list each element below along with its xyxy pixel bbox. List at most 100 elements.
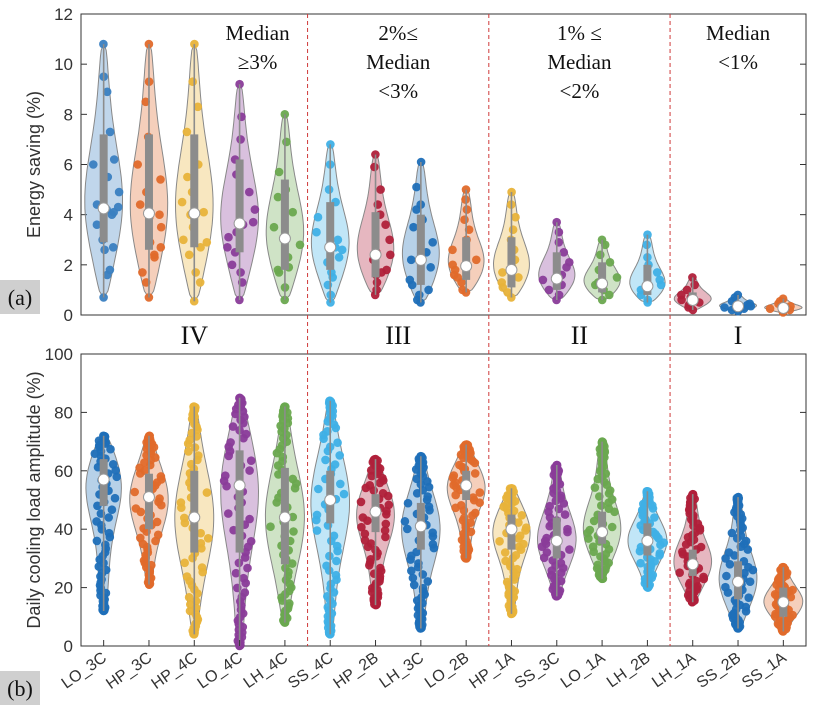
iqr-box xyxy=(371,212,380,278)
data-point xyxy=(376,563,385,573)
data-point xyxy=(324,185,334,194)
median-marker xyxy=(505,523,518,536)
data-point xyxy=(228,422,238,431)
data-point xyxy=(325,396,335,406)
violin-b-hp-3c xyxy=(129,431,169,589)
data-point xyxy=(179,235,188,245)
panel-label-background xyxy=(0,280,40,314)
data-point xyxy=(107,505,117,514)
violin-a-lh-3c xyxy=(401,157,440,307)
data-point xyxy=(554,238,564,247)
data-point xyxy=(199,207,208,217)
data-point xyxy=(333,235,343,245)
data-point xyxy=(176,498,186,507)
iqr-box xyxy=(598,262,607,293)
data-point xyxy=(183,172,192,182)
data-point xyxy=(187,459,196,469)
median-marker xyxy=(233,479,246,492)
data-point xyxy=(135,200,145,209)
data-point xyxy=(250,205,260,214)
median-marker xyxy=(233,217,246,230)
data-point xyxy=(456,501,466,510)
data-point xyxy=(727,528,737,538)
y-axis-label: Daily cooling load amplitude (%) xyxy=(24,371,44,628)
data-point xyxy=(152,517,162,527)
data-point xyxy=(424,285,433,295)
y-axis-label: Energy saving (%) xyxy=(24,91,44,238)
group-label-iii: III xyxy=(385,321,411,350)
y-tick-label: 8 xyxy=(64,105,73,124)
data-point xyxy=(184,250,194,260)
data-point xyxy=(336,479,345,489)
y-tick-label: 0 xyxy=(64,637,73,656)
data-point xyxy=(508,225,518,234)
data-point xyxy=(589,516,599,526)
data-point xyxy=(243,563,252,573)
data-point xyxy=(512,564,522,574)
median-marker xyxy=(142,491,155,504)
data-point xyxy=(224,232,233,242)
data-point xyxy=(241,429,251,439)
iqr-box xyxy=(280,179,289,270)
violin-b-ss-3c xyxy=(537,460,577,601)
data-point xyxy=(495,537,504,546)
group-annotation-2: <3% xyxy=(378,79,418,103)
median-marker xyxy=(505,263,518,276)
panel-label-a: (a) xyxy=(0,280,40,314)
data-point xyxy=(231,568,241,578)
y-tick-label: 0 xyxy=(64,306,73,325)
data-point xyxy=(197,563,207,572)
data-point xyxy=(322,561,331,571)
data-point xyxy=(202,238,212,247)
data-point xyxy=(180,513,189,523)
data-point xyxy=(153,530,163,540)
x-tick-label-lo-2b: LO_2B xyxy=(422,649,473,691)
data-point xyxy=(544,285,554,295)
median-marker xyxy=(777,301,790,314)
data-point xyxy=(156,222,166,232)
panel-label-text: (a) xyxy=(8,285,32,310)
data-point xyxy=(428,540,438,549)
data-point xyxy=(102,270,112,280)
data-point xyxy=(656,280,666,290)
data-point xyxy=(288,207,298,217)
group-annotation-1: ≥3% xyxy=(238,50,278,74)
data-point xyxy=(195,278,205,287)
median-marker xyxy=(732,575,745,588)
data-point xyxy=(560,510,570,519)
data-point xyxy=(406,255,416,265)
median-marker xyxy=(188,511,201,524)
median-marker xyxy=(324,494,337,506)
group-annotation-3: Median xyxy=(547,50,612,74)
data-point xyxy=(180,558,189,568)
data-point xyxy=(193,102,203,112)
data-point xyxy=(235,79,244,89)
violin-a-lo-3c xyxy=(84,39,124,302)
median-marker xyxy=(369,505,382,518)
data-point xyxy=(690,280,699,290)
median-marker xyxy=(414,253,427,266)
data-point xyxy=(150,252,159,262)
data-point xyxy=(423,577,433,586)
data-point xyxy=(471,508,480,518)
data-point xyxy=(423,492,433,501)
data-point xyxy=(104,513,113,522)
iqr-box xyxy=(552,252,561,290)
data-point xyxy=(114,187,124,197)
violin-a-ss-1a xyxy=(764,294,803,317)
data-point xyxy=(136,533,145,543)
data-point xyxy=(331,570,341,580)
iqr-box xyxy=(144,134,153,250)
data-point xyxy=(266,522,275,531)
data-point xyxy=(745,577,755,586)
data-point xyxy=(607,522,617,532)
median-marker xyxy=(369,248,382,261)
data-point xyxy=(185,435,195,445)
data-point xyxy=(741,536,751,546)
data-point xyxy=(381,220,390,229)
data-point xyxy=(289,527,298,536)
median-marker xyxy=(460,260,473,273)
y-tick-label: 12 xyxy=(54,5,73,24)
data-point xyxy=(655,549,665,558)
